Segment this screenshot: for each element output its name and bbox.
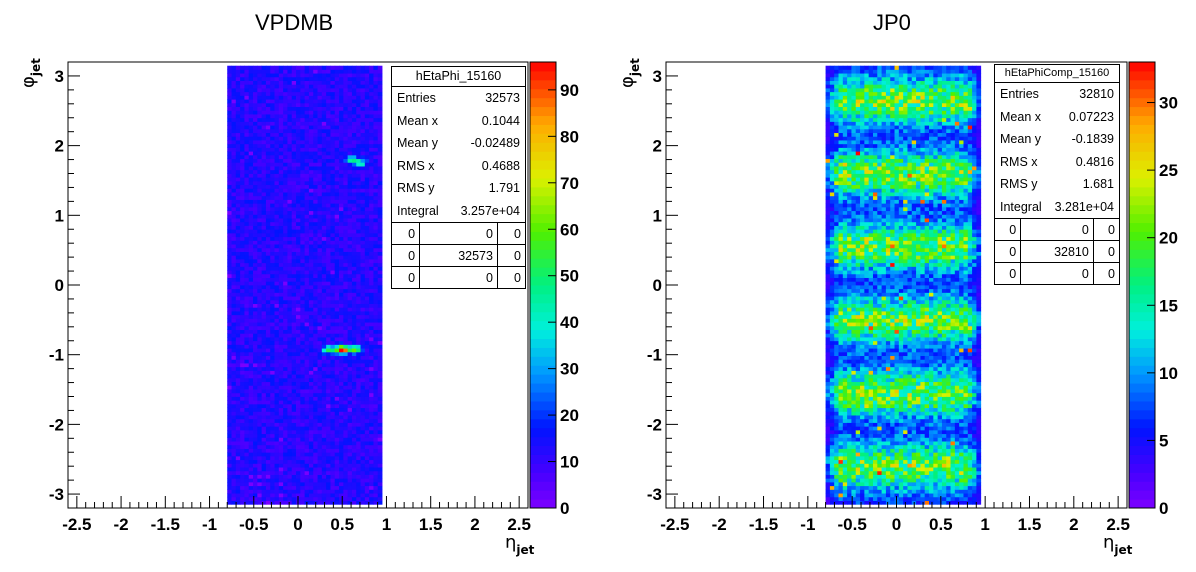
stats-row-mean-x: Mean x 0.1044 xyxy=(397,113,520,128)
z-tick-label: 15 xyxy=(1159,296,1178,315)
z-tick-label: 10 xyxy=(560,453,579,472)
y-axis-label: φjet xyxy=(617,58,642,88)
x-tick-label: -1 xyxy=(800,515,815,534)
color-scale: 0 10 20 30 40 50 60 70 80 90 xyxy=(529,61,579,518)
z-tick-label: 10 xyxy=(1159,364,1178,383)
chart-title-vpdmb: VPDMB xyxy=(255,10,334,35)
heatmap-panel-0: -2.5 -2 -1.5 -1 -0.5 0 0.5 1 1.5 2 2.5 -3 -2 -1 0 1 2 3 ηj… xyxy=(18,58,579,557)
y-tick-label: -1 xyxy=(647,346,662,365)
x-tick-label: -1.5 xyxy=(749,515,778,534)
x-tick-label: 1 xyxy=(382,515,391,534)
z-tick-label: 60 xyxy=(560,220,579,239)
stats-row-mean-y: Mean y -0.02489 xyxy=(397,136,520,151)
color-scale-frame xyxy=(1128,61,1156,509)
x-tick-label: -2.5 xyxy=(62,515,91,534)
y-tick-label: 0 xyxy=(55,276,64,295)
x-tick-label: 0.5 xyxy=(929,515,953,534)
y-tick-label: -2 xyxy=(49,415,64,434)
stats-row-rms-y: RMS y 1.791 xyxy=(397,181,520,196)
y-tick-label: -1 xyxy=(49,346,64,365)
stats-row-rms-x: RMS x 0.4688 xyxy=(397,158,520,173)
x-tick-label: -0.5 xyxy=(838,515,867,534)
y-tick-label: 2 xyxy=(55,137,64,156)
chart-title-jp0: JP0 xyxy=(873,10,911,35)
z-tick-label: 90 xyxy=(560,81,579,100)
z-tick-label: 20 xyxy=(1159,229,1178,248)
z-tick-label: 70 xyxy=(560,174,579,193)
y-tick-label: 3 xyxy=(55,67,64,86)
stats-box-jp0: hEtaPhiComp_15160 Entries 32810 Mean x 0.0… xyxy=(994,64,1120,285)
x-tick-label: 0.5 xyxy=(330,515,354,534)
z-tick-label: 30 xyxy=(1159,94,1178,113)
heatmap-cells xyxy=(227,65,383,505)
x-axis-label: ηjet xyxy=(505,532,535,557)
x-tick-label: 2 xyxy=(1069,515,1078,534)
x-tick-label: 0 xyxy=(892,515,901,534)
z-tick-label: 20 xyxy=(560,406,579,425)
y-axis-label: φjet xyxy=(18,58,43,88)
stats-row-mean-y: Mean y -0.1839 xyxy=(1000,132,1114,147)
z-tick-label: 0 xyxy=(1159,499,1168,518)
x-tick-label: -1 xyxy=(202,515,217,534)
z-tick-label: 80 xyxy=(560,127,579,146)
color-scale: 0 5 10 15 20 25 30 xyxy=(1128,61,1178,518)
x-tick-label: -0.5 xyxy=(239,515,268,534)
z-tick-label: 0 xyxy=(560,499,569,518)
x-axis-label: ηjet xyxy=(1103,532,1133,557)
x-tick-label: -1.5 xyxy=(151,515,180,534)
stats-row-integral: Integral 3.257e+04 xyxy=(397,203,520,218)
x-tick-label: 0 xyxy=(293,515,302,534)
x-tick-label: 2 xyxy=(470,515,479,534)
heatmap-cells xyxy=(825,65,982,505)
z-tick-label: 5 xyxy=(1159,431,1168,450)
x-tick-label: 2.5 xyxy=(507,515,531,534)
x-tick-label: 1 xyxy=(980,515,989,534)
stats-row-entries: Entries 32573 xyxy=(397,91,520,106)
x-tick-label: 2.5 xyxy=(1106,515,1130,534)
z-tick-label: 50 xyxy=(560,267,579,286)
heatmap-panel-1: -2.5 -2 -1.5 -1 -0.5 0 0.5 1 1.5 2 2.5 -3 -2 -1 0 1 2 3 ηj… xyxy=(617,58,1178,557)
stats-row-rms-x: RMS x 0.4816 xyxy=(1000,154,1114,169)
stats-row-integral: Integral 3.281e+04 xyxy=(1000,199,1114,214)
y-tick-label: 3 xyxy=(653,67,662,86)
x-tick-label: 1.5 xyxy=(419,515,443,534)
y-tick-label: 1 xyxy=(653,206,662,225)
x-tick-label: -2.5 xyxy=(660,515,689,534)
x-tick-label: -2 xyxy=(114,515,129,534)
color-scale-frame xyxy=(529,61,557,509)
stats-row-rms-y: RMS y 1.681 xyxy=(1000,177,1114,192)
stats-row-mean-x: Mean x 0.07223 xyxy=(1000,109,1114,124)
y-tick-label: 0 xyxy=(653,276,662,295)
y-tick-label: -2 xyxy=(647,415,662,434)
z-tick-label: 25 xyxy=(1159,161,1178,180)
y-tick-label: -3 xyxy=(49,485,64,504)
z-tick-label: 30 xyxy=(560,360,579,379)
y-tick-label: -3 xyxy=(647,485,662,504)
stats-name: hEtaPhi_15160 xyxy=(392,67,525,87)
stats-row-entries: Entries 32810 xyxy=(1000,87,1114,102)
x-tick-label: 1.5 xyxy=(1018,515,1042,534)
y-tick-label: 1 xyxy=(55,206,64,225)
z-tick-label: 40 xyxy=(560,313,579,332)
stats-box-vpdmb: hEtaPhi_15160 Entries 32573 Mean x 0.1044 … xyxy=(391,66,526,289)
y-tick-label: 2 xyxy=(653,137,662,156)
stats-name: hEtaPhiComp_15160 xyxy=(995,65,1119,83)
x-tick-label: -2 xyxy=(712,515,727,534)
